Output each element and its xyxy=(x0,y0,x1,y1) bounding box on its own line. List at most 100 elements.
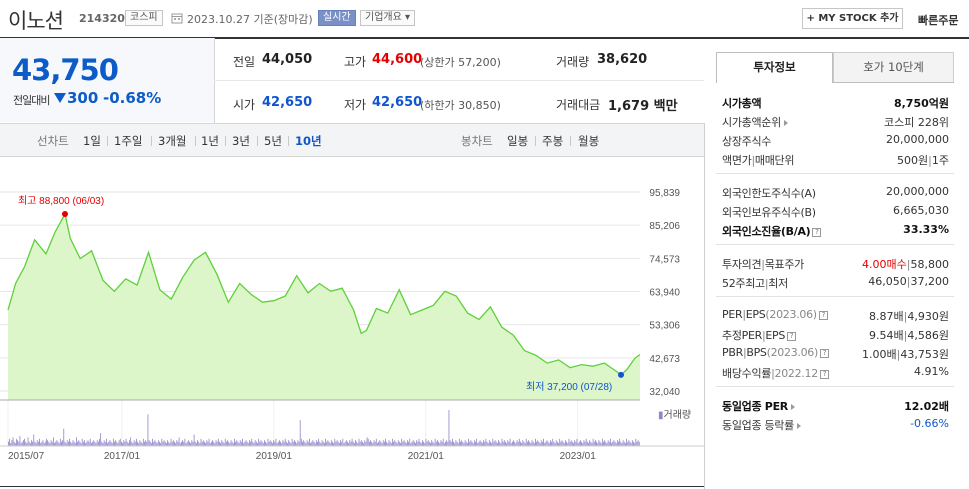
volume-bar xyxy=(146,441,148,446)
open-value: 42,650 xyxy=(262,95,313,110)
foreign-limit-label: 외국인한도주식수(A) xyxy=(722,187,816,200)
volume-bar xyxy=(228,441,230,446)
volume-bar xyxy=(330,440,332,446)
volume-bar xyxy=(405,443,407,446)
volume-bar xyxy=(117,443,119,446)
volume-bar xyxy=(328,441,330,446)
tab-3month[interactable]: 3개월 xyxy=(158,134,187,148)
help-icon[interactable]: ? xyxy=(819,369,829,379)
tab-10year[interactable]: 10년 xyxy=(295,134,322,148)
volume-bar xyxy=(487,443,489,446)
volume-bar xyxy=(12,437,14,446)
volume-bar xyxy=(507,440,509,446)
volume-bar xyxy=(43,443,45,446)
volume-bar xyxy=(455,440,457,446)
volume-bar xyxy=(476,438,478,446)
volume-bar xyxy=(585,438,587,446)
price-chart[interactable]: 95,839 85,206 74,573 63,940 53,306 42,673 32,0… xyxy=(0,160,704,485)
quick-order-link[interactable]: 빠른주문 xyxy=(918,14,959,27)
volume-bar xyxy=(449,440,451,446)
volume-bar xyxy=(453,441,454,446)
sector-rate-label[interactable]: 동일업종 등락률 xyxy=(722,417,801,433)
volume-bar xyxy=(514,441,516,446)
volume-bar xyxy=(176,440,178,446)
volume-bar xyxy=(107,443,108,446)
volume-bar xyxy=(235,441,237,446)
volume-bar xyxy=(100,433,102,446)
cap-rank-label[interactable]: 시가총액순위 xyxy=(722,114,788,130)
price-panel xyxy=(0,38,214,122)
volume-bar xyxy=(51,441,53,446)
sector-per-label[interactable]: 동일업종 PER xyxy=(722,398,795,414)
tab-1week[interactable]: 1주일 xyxy=(114,134,143,148)
tab-3year[interactable]: 3년 xyxy=(232,134,250,148)
tab-order-book[interactable]: 호가 10단계 xyxy=(833,52,954,83)
volume-bar xyxy=(424,443,426,446)
volume-bar xyxy=(153,441,155,446)
tab-divider xyxy=(151,136,152,146)
volume-bar xyxy=(170,438,172,446)
volume-bar xyxy=(112,438,114,446)
tab-monthly-candle[interactable]: 월봉 xyxy=(578,134,600,148)
volume-bar xyxy=(260,440,262,446)
volume-bar xyxy=(600,443,602,446)
caret-right-icon xyxy=(783,120,788,126)
volume-bar xyxy=(69,438,70,446)
volume-bar xyxy=(539,443,541,446)
volume-bar xyxy=(596,441,597,446)
add-mystock-button[interactable]: + MY STOCK 추가 xyxy=(802,8,903,29)
help-icon[interactable]: ? xyxy=(818,310,828,320)
volume-bar xyxy=(18,441,20,446)
tab-underline xyxy=(833,82,954,83)
tab-daily-candle[interactable]: 일봉 xyxy=(507,134,529,148)
volume-bar xyxy=(124,441,126,446)
volume-bar xyxy=(511,441,513,446)
volume-bar xyxy=(300,438,302,446)
volume-bar xyxy=(167,440,168,446)
volume-bar xyxy=(532,441,534,446)
volume-bar xyxy=(576,438,578,446)
realtime-button[interactable]: 실시간 xyxy=(318,10,356,26)
volume-bar xyxy=(423,441,424,446)
caret-right-icon xyxy=(796,423,801,429)
volume-bar xyxy=(498,440,499,446)
volume-bar xyxy=(452,438,453,446)
volume-bar xyxy=(127,443,129,446)
volume-bar xyxy=(312,440,314,446)
volume-bar xyxy=(234,438,235,446)
help-icon[interactable]: ? xyxy=(787,331,797,341)
volume-bar xyxy=(531,440,533,446)
volume-bar xyxy=(344,441,346,446)
volume-bar xyxy=(251,438,253,446)
y-axis-labels: 95,839 85,206 74,573 63,940 53,306 42,673 32,0… xyxy=(649,188,680,398)
volume-bar xyxy=(321,440,323,446)
volume-bar xyxy=(194,441,196,446)
volume-bar xyxy=(28,441,30,446)
company-overview-button[interactable]: 기업개요 ▾ xyxy=(360,10,416,26)
volume-bar xyxy=(503,440,505,446)
tab-1day[interactable]: 1일 xyxy=(83,134,101,148)
volume-bar xyxy=(152,438,153,446)
volume-bar xyxy=(200,438,202,446)
volume-bar xyxy=(99,438,100,446)
help-icon[interactable]: ? xyxy=(819,348,829,358)
tab-5year[interactable]: 5년 xyxy=(264,134,282,148)
tab-invest-info[interactable]: 투자정보 xyxy=(716,52,833,83)
volume-bar xyxy=(73,441,75,446)
volume-bar xyxy=(106,438,107,446)
volume-bar xyxy=(220,443,222,446)
volume-bar xyxy=(230,440,232,446)
volume-bar xyxy=(360,440,362,446)
volume-bar xyxy=(141,443,143,446)
tab-weekly-candle[interactable]: 주봉 xyxy=(542,134,564,148)
volume-bar xyxy=(380,441,382,446)
volume-bar xyxy=(333,443,335,446)
pbr-bps-value: 1.00배|43,753원 xyxy=(862,348,949,361)
help-icon[interactable]: ? xyxy=(812,227,822,237)
tab-1year[interactable]: 1년 xyxy=(201,134,219,148)
change-value: 300 xyxy=(67,89,99,107)
volume-bar xyxy=(541,441,543,446)
volume-bar xyxy=(343,443,345,446)
volume-bar xyxy=(177,441,179,446)
open-label: 시가 xyxy=(233,98,256,112)
